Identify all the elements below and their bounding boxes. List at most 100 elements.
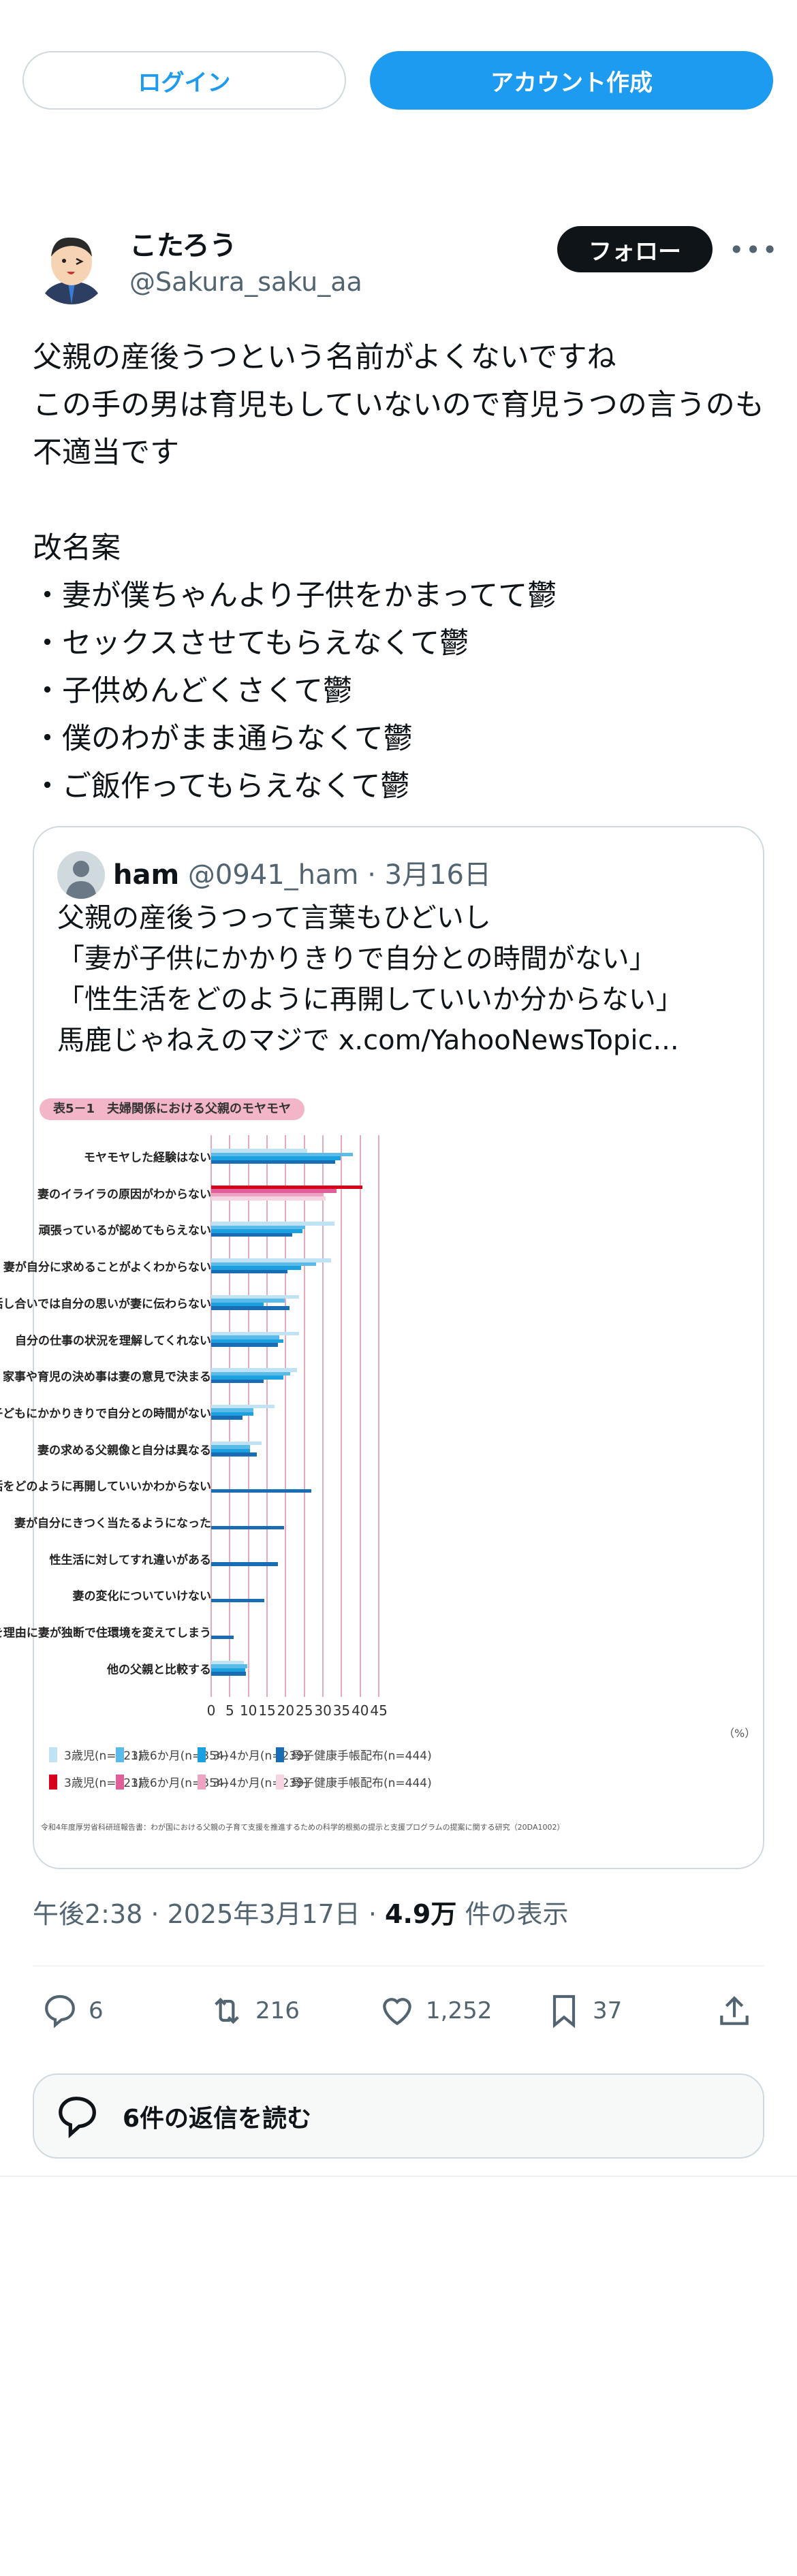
category-label: 育児を理由に妻が独断で住環境を変えてしまう	[0, 1626, 211, 1640]
tweet-text: 父親の産後うつという名前がよくないですね この手の男は育児もしていないので育児う…	[33, 340, 764, 804]
category-label: 頑張っているが認めてもらえない	[38, 1224, 211, 1238]
read-replies-label: 6件の返信を読む	[123, 2104, 312, 2133]
x-tick-label: 20	[277, 1702, 295, 1719]
bar	[211, 1225, 306, 1230]
x-tick-label: 45	[370, 1702, 388, 1719]
bookmark-button[interactable]: 37	[545, 1992, 622, 2030]
timestamp[interactable]: 午後2:38 · 2025年3月17日 ·	[33, 1899, 386, 1929]
bar	[211, 1668, 246, 1672]
x-tick-label: 35	[332, 1702, 351, 1719]
bookmark-count: 37	[593, 1997, 623, 2024]
retweet-count: 216	[255, 1997, 300, 2024]
more-options-icon[interactable]: •••	[729, 235, 779, 265]
reply-button[interactable]: 6	[41, 1992, 104, 2030]
category-label: 妻のイライラの原因がわからない	[37, 1188, 211, 1202]
category-label: 妻の求める父親像と自分は異なる	[37, 1444, 211, 1458]
divider	[0, 2176, 797, 2177]
bar	[211, 1335, 279, 1339]
gridline	[266, 1135, 268, 1697]
bar	[211, 1489, 312, 1493]
reply-count: 6	[89, 1997, 104, 2024]
bar	[211, 1664, 247, 1668]
legend-label: 母子健康手帳配布(n=444)	[291, 1777, 432, 1790]
category-label: 家事や育児の決め事は妻の意見で決まる	[3, 1370, 211, 1384]
like-button[interactable]: 1,252	[378, 1992, 492, 2030]
follow-button[interactable]: フォロー	[557, 226, 713, 272]
avatar-illustration-icon	[41, 237, 102, 304]
category-label: 妻が子どもにかかりきりで自分との時間がない	[0, 1407, 211, 1421]
legend-swatch	[198, 1774, 206, 1790]
x-axis-unit: （%）	[723, 1727, 756, 1740]
bar	[211, 1269, 288, 1274]
signup-button[interactable]: アカウント作成	[370, 51, 773, 110]
bar	[211, 1408, 253, 1412]
bar	[211, 1294, 299, 1299]
legend-swatch	[198, 1747, 206, 1762]
bar	[211, 1404, 275, 1409]
legend-item: 3−4か月(n=239)	[198, 1773, 309, 1790]
quoted-avatar	[57, 851, 105, 899]
bar-chart: 表5－1 夫婦関係における父親のモヤモヤ （%） 令和4年度厚労省科研班報告書：…	[0, 1083, 763, 1839]
retweet-icon	[215, 1997, 239, 2024]
x-tick-label: 40	[351, 1702, 369, 1719]
bar	[211, 1376, 284, 1380]
bar	[211, 1152, 353, 1156]
quoted-handle-date: @0941_ham · 3月16日	[187, 859, 491, 891]
bar	[211, 1233, 293, 1237]
bar	[211, 1258, 332, 1262]
retweet-button[interactable]: 216	[208, 1992, 300, 2030]
gridline	[322, 1135, 324, 1697]
quoted-tweet-card[interactable]	[33, 826, 764, 1869]
category-label: モヤモヤした経験はない	[84, 1151, 211, 1165]
heart-icon	[383, 1998, 411, 2026]
bar	[211, 1192, 324, 1197]
category-label: 他の父親と比較する	[107, 1663, 211, 1677]
bookmark-icon	[552, 1994, 576, 2029]
bar	[211, 1452, 257, 1457]
x-tick-label: 0	[206, 1702, 216, 1719]
bar	[211, 1302, 264, 1307]
bar	[211, 1262, 316, 1267]
view-count: 4.9万	[385, 1899, 457, 1929]
reply-bubble-icon	[59, 2096, 96, 2138]
gridline	[359, 1135, 361, 1697]
legend-item: 母子健康手帳配布(n=444)	[276, 1746, 432, 1763]
bar	[211, 1598, 264, 1603]
category-label: 性生活に対してすれ違いがある	[49, 1553, 212, 1568]
bar	[211, 1525, 284, 1529]
bar	[211, 1635, 234, 1640]
bar	[211, 1448, 250, 1453]
x-tick-label: 30	[314, 1702, 332, 1719]
author-handle[interactable]: @Sakura_saku_aa	[129, 267, 362, 297]
quoted-header: ham @0941_ham · 3月16日	[113, 853, 491, 892]
legend-item: 3−4か月(n=239)	[198, 1746, 309, 1763]
category-label: 妻が自分にきつく当たるようになった	[14, 1516, 211, 1531]
author-name[interactable]: こたろう	[129, 230, 237, 261]
views-label: 件の表示	[456, 1899, 569, 1929]
gridline	[378, 1135, 380, 1697]
legend-swatch	[276, 1747, 284, 1762]
bar	[211, 1299, 285, 1303]
bar	[211, 1156, 341, 1160]
divider	[33, 1965, 764, 1967]
avatar[interactable]	[34, 229, 109, 304]
bar	[211, 1266, 301, 1270]
bar	[211, 1343, 278, 1347]
bar	[211, 1339, 284, 1343]
chart-title: 表5－1 夫婦関係における父親のモヤモヤ	[40, 1098, 305, 1120]
bar	[211, 1149, 308, 1153]
tweet-meta: 午後2:38 · 2025年3月17日 · 4.9万 件の表示	[33, 1893, 568, 1930]
bar	[211, 1371, 290, 1376]
category-label: 妻が自分に求めることがよくわからない	[3, 1260, 211, 1275]
share-button[interactable]	[715, 1992, 763, 2030]
legend-swatch	[116, 1774, 124, 1790]
bar	[211, 1185, 362, 1190]
read-replies-button[interactable]: 6件の返信を読む	[33, 2073, 764, 2159]
quoted-text: 父親の産後うつって言葉もひどいし 「妻が子供にかかりきりで自分との時間がない」 …	[57, 902, 683, 1056]
gridline	[341, 1135, 343, 1697]
category-label: 自分の仕事の状況を理解してくれない	[15, 1334, 211, 1348]
bar	[211, 1445, 250, 1449]
bar	[211, 1416, 243, 1420]
login-button[interactable]: ログイン	[22, 51, 346, 110]
x-tick-label: 10	[239, 1702, 257, 1719]
